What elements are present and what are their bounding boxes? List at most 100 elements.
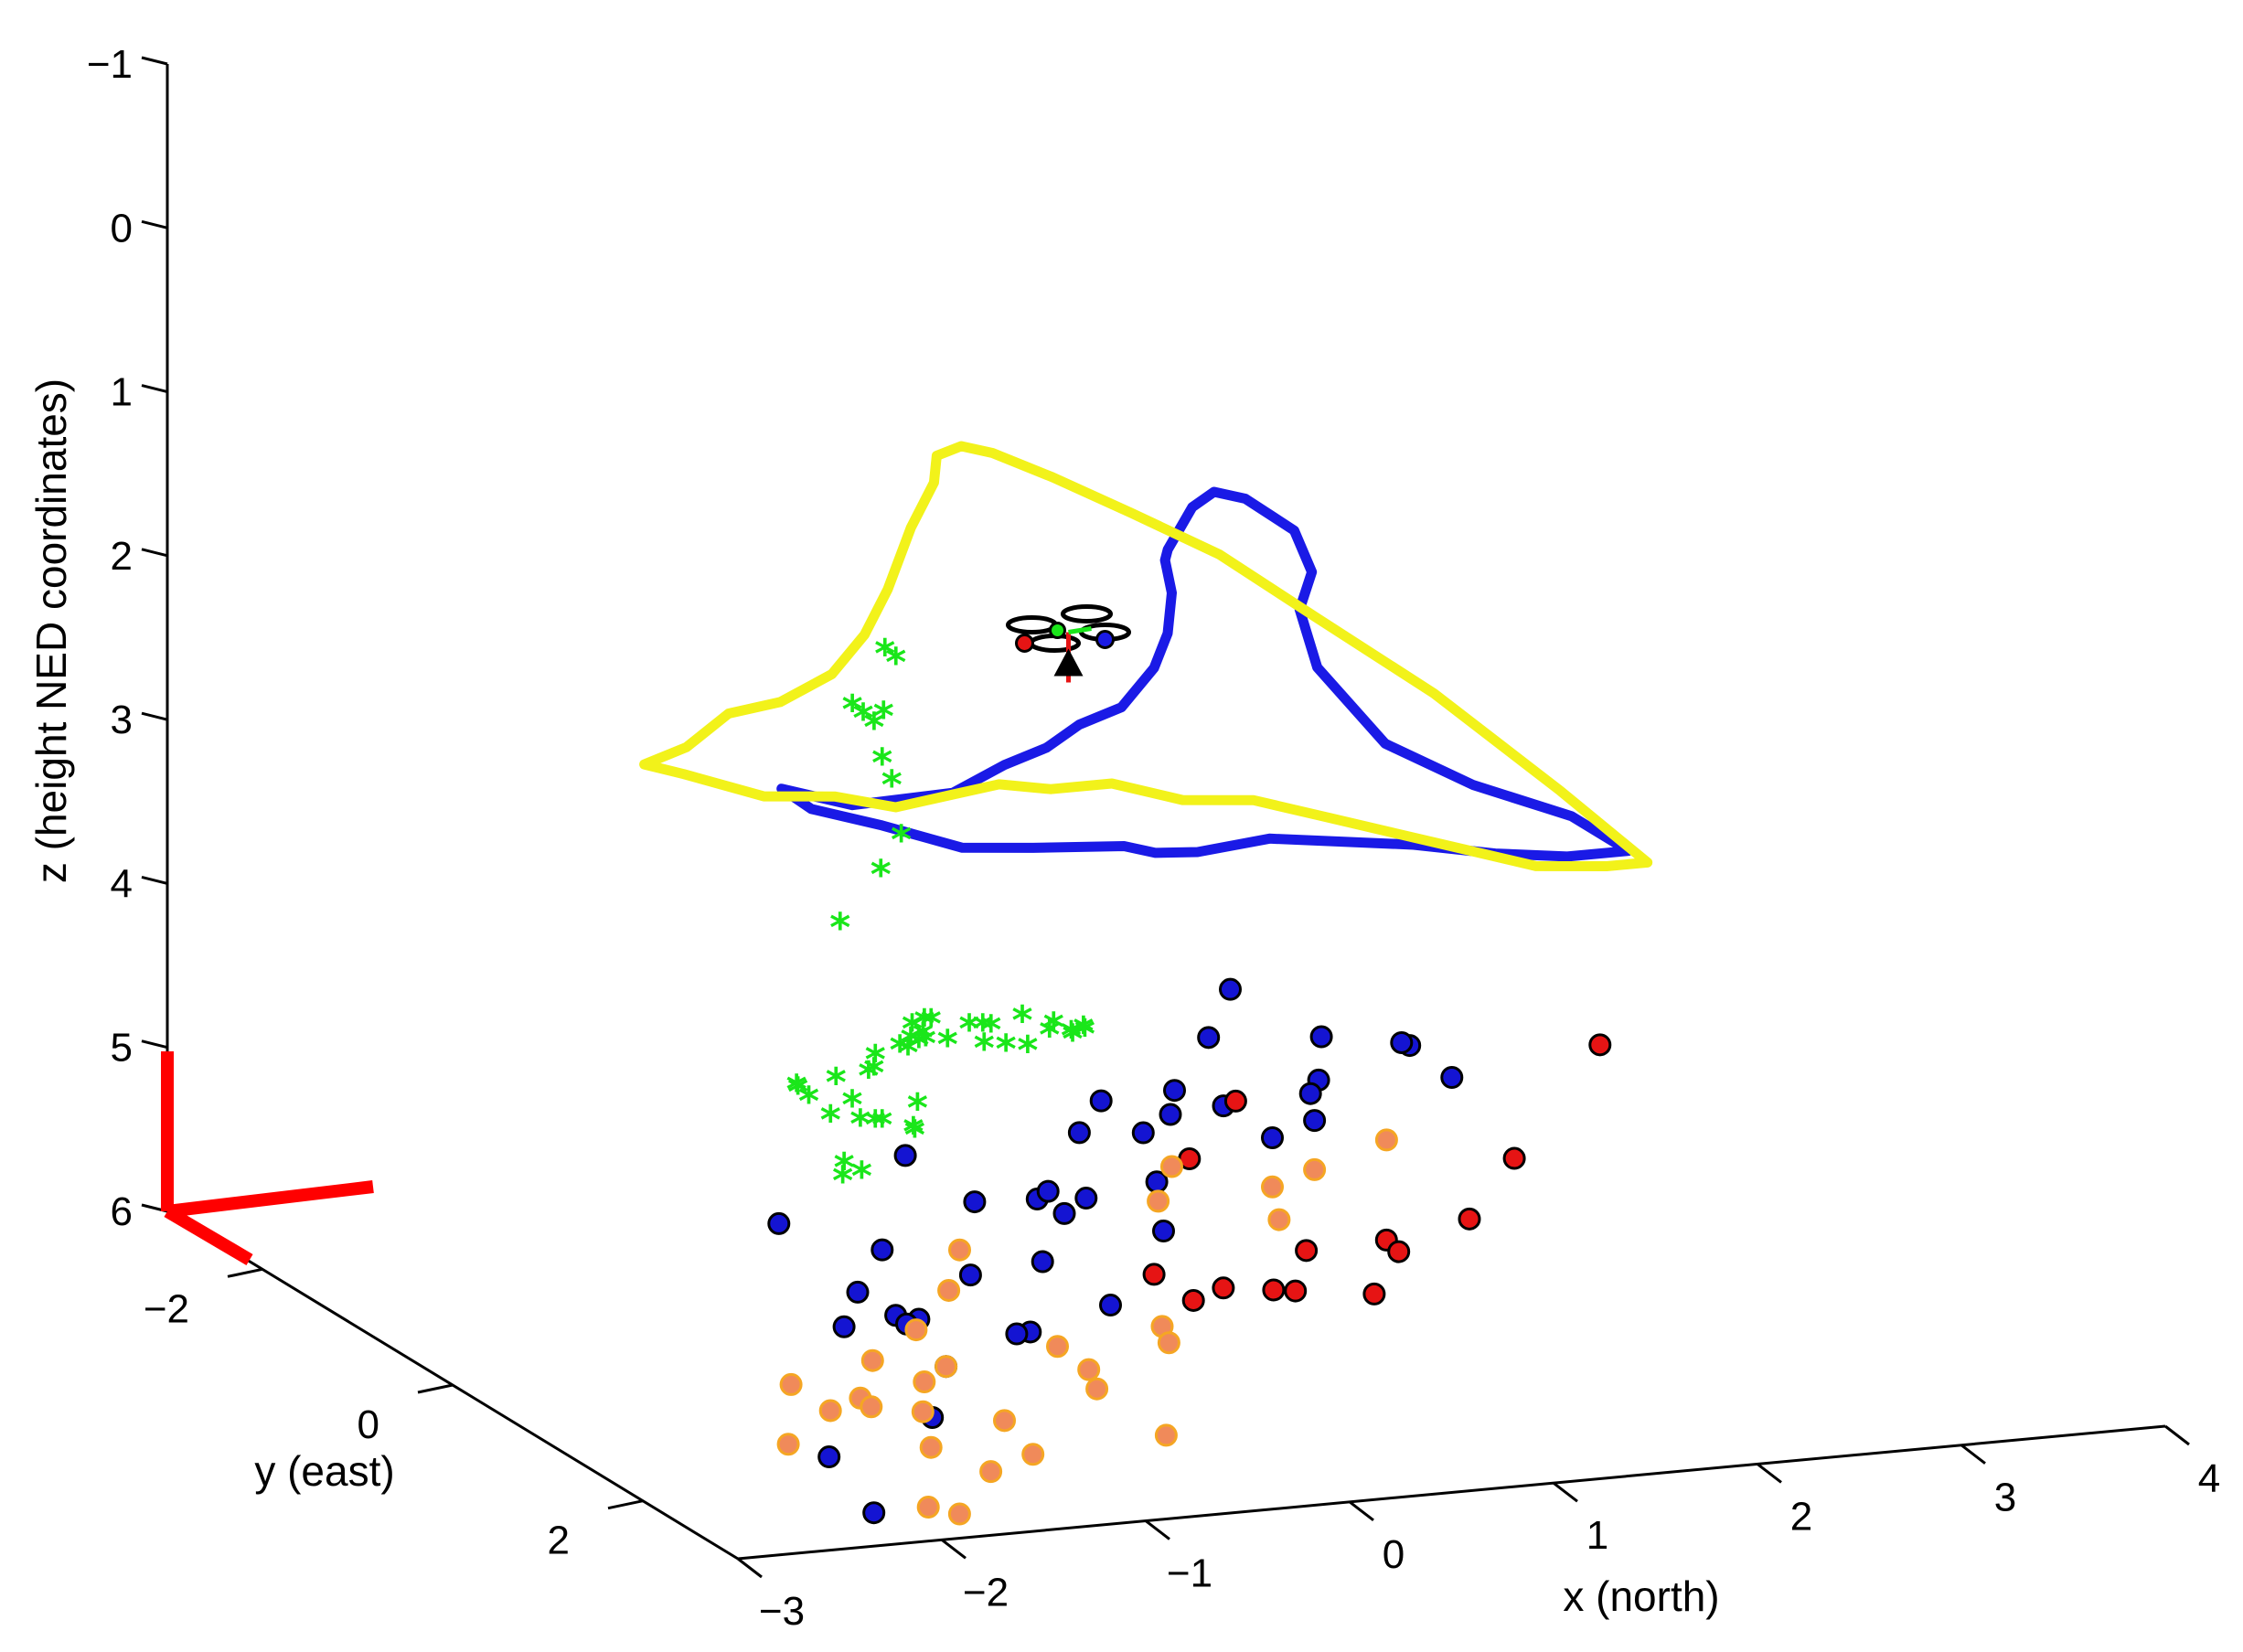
blue_points-point [1031,1250,1054,1274]
orange_points-point [779,1372,803,1396]
blue_points-point [1152,1219,1175,1242]
green_points-point: * [1074,1011,1095,1058]
yellow_track-series [639,441,1653,871]
green_points-point: * [903,1109,924,1156]
green_points-point: * [1039,1012,1060,1059]
z-tick [141,711,168,721]
blue_points-point [862,1501,886,1525]
z-tick-label: 5 [111,1026,133,1071]
green_points-point: * [826,1060,847,1106]
orange_points-point [904,1318,928,1342]
green_points-point: * [881,762,903,809]
red_points-point [1362,1282,1386,1306]
green_points-point: * [907,1085,928,1132]
green_points-point: * [974,1026,995,1072]
reference-frame [161,1051,374,1266]
blue_track-vertex [1289,526,1299,536]
green_points-point: * [972,1007,993,1053]
yellow_track-vertex [1642,858,1652,868]
yellow_track-vertex [1460,845,1470,855]
y-tick [227,1267,263,1278]
blue_points-point [1261,1126,1284,1149]
blue_track-vertex [1380,739,1390,749]
blue_track-vertex [1307,567,1317,577]
blue_points-point [1036,1179,1060,1203]
z-tick [141,548,168,558]
blue_points-point [1067,1121,1091,1145]
orange_points-point [1021,1443,1045,1466]
red_points-point [1387,1240,1411,1263]
orange_points-point [1147,1189,1170,1213]
x-tick [1553,1481,1578,1503]
orange_points-point [1077,1358,1101,1381]
green_points-point: * [832,1158,853,1205]
orange_points-point [1374,1128,1398,1152]
green_points-point: * [858,1053,879,1100]
tick-labels: −1 0 1 2 3 4 5 6 −2 0 2 −3 −2 −1 0 1 2 3 4 [87,42,2220,1634]
orange_points-point [993,1409,1016,1433]
yellow_track-vertex [829,792,839,802]
orange_points-point [1267,1208,1291,1231]
z-tick-label: 3 [111,698,133,742]
blue_points-point [1219,977,1242,1001]
orange_points-point [1261,1175,1284,1199]
x-tick-label: 2 [1790,1494,1812,1539]
orange_points-point [776,1433,800,1456]
z-tick-label: 4 [111,861,133,906]
orange_points-point [1154,1423,1178,1447]
blue_points-point [958,1263,982,1287]
yellow_track-vertex [1047,472,1057,482]
red_points-point [1223,1089,1247,1113]
blue_track-vertex [1149,663,1159,673]
green_points-point: * [885,640,906,687]
z-tick-label: 6 [111,1189,133,1234]
green_points-point: * [1011,997,1032,1044]
blue_track-vertex [1074,719,1084,730]
blue_track-vertex [1028,843,1038,853]
red_points-point [1262,1278,1286,1302]
green_points-point: * [870,852,892,899]
green_points-point: * [1073,1008,1094,1055]
yellow_track-vertex [1248,795,1258,805]
blue_points-series [767,977,1464,1525]
yellow_track-vertex [1555,786,1565,796]
yellow_track-vertex [827,669,837,679]
green_points-point: * [851,1153,872,1199]
yellow_track-vertex [956,442,967,452]
green_points-point: * [913,1001,935,1048]
blue_track-vertex [1192,847,1202,857]
z-tick [141,219,168,229]
green_points-point: * [852,696,873,742]
blue_points-point [832,1315,856,1338]
green_points-point: * [908,1022,929,1069]
yellow_track-vertex [860,630,870,640]
blue_track-vertex [999,760,1009,770]
yellow_track-vertex [1429,688,1439,698]
orange_points-point [860,1348,884,1372]
blue_points-point [1099,1294,1122,1317]
frame-x-axis [166,1180,374,1218]
drone-body [1053,648,1084,677]
yellow_track-vertex [944,446,954,456]
y-tick-label: 0 [358,1402,379,1447]
orange_points-point [1303,1157,1327,1181]
blue_track-vertex [1116,702,1127,712]
blue_track-vertex [1187,502,1197,512]
green_points-point: * [786,1067,807,1114]
orange_points-point [1157,1331,1180,1355]
yellow_track-vertex [759,792,769,802]
orange_points-point [948,1238,971,1262]
green_points-point: * [890,1028,911,1074]
yellow_track-vertex [1312,613,1322,623]
yellow_track-vertex [1178,795,1188,805]
blue_points-point [1052,1201,1076,1225]
blue_points-point [1159,1103,1182,1126]
blue_track-vertex [1566,811,1576,821]
blue_track-vertex [1119,841,1129,851]
rotor-ring [1006,615,1058,634]
yellow_track-vertex [678,769,689,779]
orange_points-point [979,1460,1003,1484]
green_points-series: ************ ******** ******* * * * * * ** * *****… [786,631,1095,1205]
blue_track-vertex [1240,494,1250,504]
